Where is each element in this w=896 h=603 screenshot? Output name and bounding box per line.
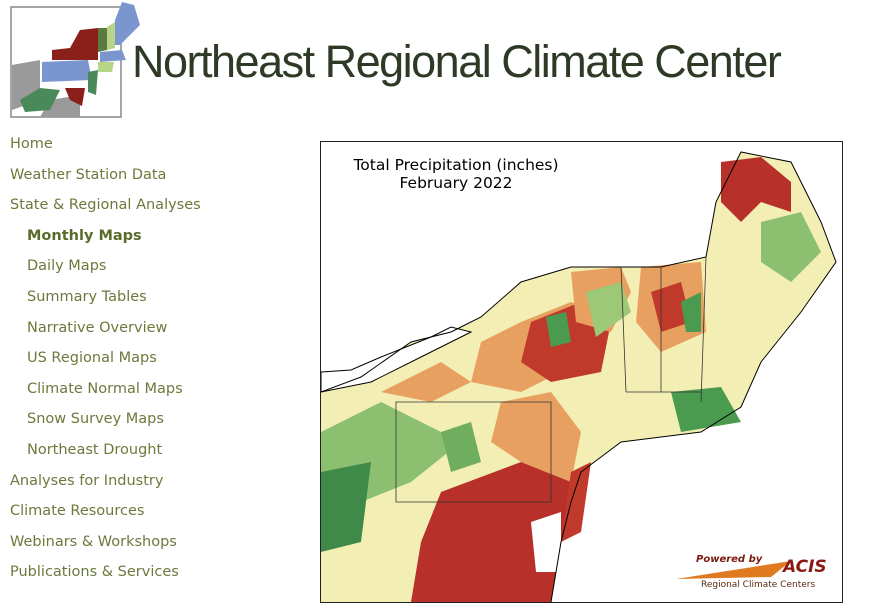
- nav-item-publications-services[interactable]: Publications & Services: [10, 564, 179, 581]
- nrcc-logo[interactable]: [10, 0, 140, 120]
- acis-logo[interactable]: Powered by ACIS Regional Climate Centers: [671, 547, 831, 592]
- acis-brand-text: ACIS: [783, 557, 827, 577]
- sidebar-nav: Home Weather Station Data State & Regional…: [10, 133, 201, 592]
- map-title: Total Precipitation (inches) February 20…: [321, 156, 591, 192]
- precip-blobs: [321, 157, 821, 602]
- nav-item-webinars-workshops[interactable]: Webinars & Workshops: [10, 533, 177, 550]
- nav-item-daily-maps[interactable]: Daily Maps: [27, 258, 107, 275]
- nav-item-climate-normal-maps[interactable]: Climate Normal Maps: [27, 380, 183, 397]
- nav-item-analyses-for-industry[interactable]: Analyses for Industry: [10, 472, 164, 489]
- site-title[interactable]: Northeast Regional Climate Center: [132, 36, 782, 87]
- precipitation-map: Total Precipitation (inches) February 20…: [320, 141, 843, 603]
- nav-item-weather-station-data[interactable]: Weather Station Data: [10, 166, 167, 183]
- nav-item-monthly-maps[interactable]: Monthly Maps: [27, 227, 142, 244]
- nav-item-home[interactable]: Home: [10, 136, 53, 152]
- state-borders: [395, 256, 707, 503]
- nav-item-climate-resources[interactable]: Climate Resources: [10, 503, 145, 520]
- nav-item-summary-tables[interactable]: Summary Tables: [27, 288, 147, 305]
- nav-item-snow-survey-maps[interactable]: Snow Survey Maps: [27, 411, 164, 428]
- nav-item-northeast-drought[interactable]: Northeast Drought: [27, 441, 163, 458]
- map-title-line2: February 2022: [399, 174, 513, 192]
- acis-sub-text: Regional Climate Centers: [701, 580, 816, 590]
- nav-item-us-regional-maps[interactable]: US Regional Maps: [27, 350, 157, 367]
- nav-item-state-regional-analyses[interactable]: State & Regional Analyses: [10, 197, 201, 214]
- nav-item-narrative-overview[interactable]: Narrative Overview: [27, 319, 168, 336]
- acis-powered-text: Powered by: [696, 554, 763, 565]
- coastline: [321, 151, 837, 602]
- land: [321, 152, 836, 602]
- map-title-line1: Total Precipitation (inches): [353, 156, 559, 174]
- acis-swoosh: [676, 561, 791, 579]
- lake-ontario: [321, 326, 473, 393]
- map-graphic: [321, 151, 837, 602]
